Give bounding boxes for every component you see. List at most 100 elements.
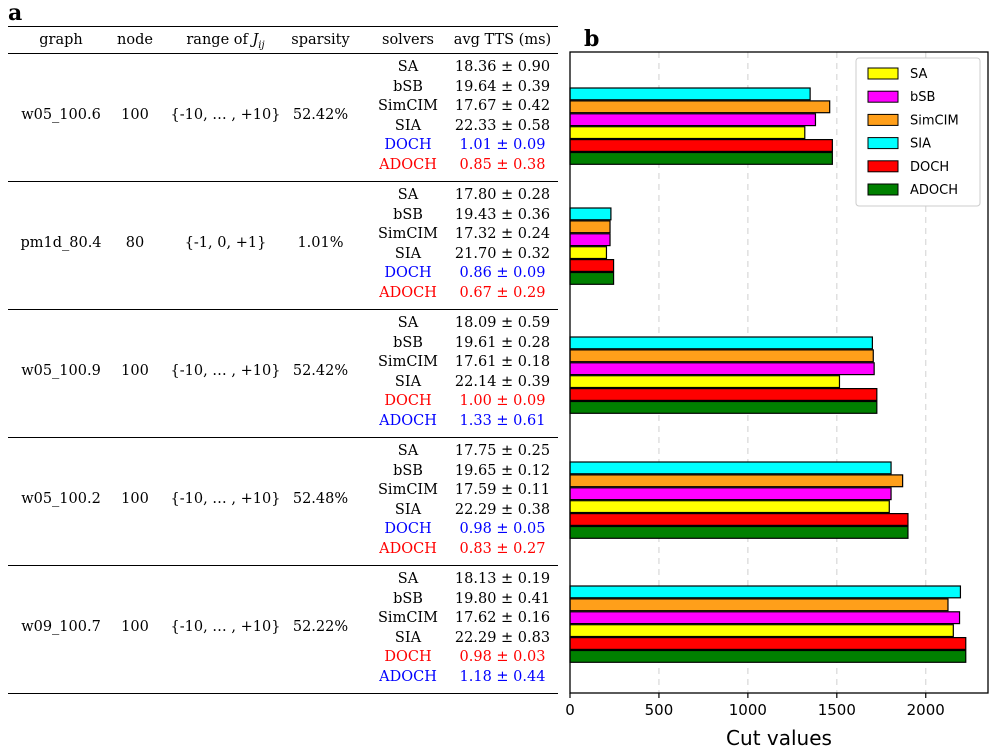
graph-name: w05_100.9 (21, 363, 101, 379)
sparsity-value: 52.22% (292, 619, 349, 635)
solver-name: SimCIM (378, 98, 438, 114)
tts-value: 17.67 ± 0.42 (454, 98, 551, 114)
tts-value: 0.83 ± 0.27 (459, 540, 546, 557)
cut-values-chart: 0 500 1000 1500 2000 Cut values SA bSB SimCIM SIA… (565, 51, 989, 750)
tts-value: 0.85 ± 0.38 (459, 156, 546, 173)
header-range-subscript: ij (258, 39, 265, 51)
legend-swatch-sa (867, 67, 899, 80)
legend-label-sa: SA (910, 67, 927, 82)
table-group: pm1d_80.4 80 {-1, 0, +1} 1.01% SA 17.80 ± 0.2… (8, 182, 558, 310)
solver-name: SimCIM (378, 226, 438, 242)
node-count: 100 (121, 619, 149, 635)
legend-swatch-adoch (867, 183, 899, 196)
solver-name: ADOCH (379, 412, 437, 429)
tts-value: 19.61 ± 0.28 (454, 334, 551, 351)
solver-name: SimCIM (378, 610, 438, 626)
tts-value: 17.59 ± 0.11 (454, 482, 551, 498)
solver-name: ADOCH (379, 284, 437, 301)
solver-name: DOCH (384, 521, 432, 537)
solver-name: SimCIM (378, 354, 438, 370)
tts-value: 22.29 ± 0.83 (454, 629, 551, 646)
tts-value: 19.65 ± 0.12 (454, 462, 551, 479)
tts-value: 1.18 ± 0.44 (459, 668, 546, 685)
header-solvers: solvers (382, 32, 434, 48)
bar-sa (569, 375, 841, 389)
tts-value: 1.33 ± 0.61 (459, 412, 546, 429)
bar-doch (569, 138, 833, 152)
tts-value: 18.36 ± 0.90 (454, 59, 551, 75)
solver-name: bSB (393, 206, 423, 223)
sparsity-value: 52.42% (292, 363, 349, 379)
solver-name: SA (397, 443, 419, 459)
solver-name: SIA (394, 629, 422, 646)
legend-swatch-doch (867, 160, 899, 173)
bar-adoch (569, 271, 615, 285)
x-tick-label: 500 (645, 701, 674, 719)
tts-value: 19.80 ± 0.41 (454, 590, 551, 607)
tts-value: 17.32 ± 0.24 (454, 226, 551, 242)
solver-name: SimCIM (378, 482, 438, 498)
header-range: range of Jij (163, 32, 288, 51)
tts-value: 22.14 ± 0.39 (454, 373, 551, 390)
solver-name: bSB (393, 590, 423, 607)
graph-name: pm1d_80.4 (20, 235, 102, 251)
weight-range: {-10, … , +10} (170, 363, 281, 379)
node-count: 80 (125, 235, 145, 251)
bar-sa (569, 246, 608, 260)
bar-sa (569, 624, 954, 638)
header-node: node (117, 32, 153, 48)
sparsity-value: 52.42% (292, 107, 349, 123)
bar-sia (569, 87, 811, 101)
solver-name: SA (397, 571, 419, 587)
bar-sia (569, 461, 892, 475)
bar-bsb (569, 113, 817, 127)
x-tick-label: 1500 (818, 701, 856, 719)
solver-name: DOCH (384, 393, 432, 409)
table-group: w09_100.7 100 {-10, … , +10} 52.22% SA 18.13 … (8, 566, 558, 694)
header-graph: graph (39, 32, 83, 48)
legend-swatch-sia (867, 137, 899, 150)
sparsity-value: 1.01% (297, 235, 344, 251)
solver-name: SIA (394, 117, 422, 134)
legend-swatch-bsb (867, 90, 899, 103)
bar-sia (569, 585, 962, 599)
legend-swatch-simcim (867, 113, 899, 126)
solver-name: SIA (394, 245, 422, 262)
graph-name: w09_100.7 (21, 619, 101, 635)
tts-value: 0.98 ± 0.03 (459, 649, 546, 665)
bar-simcim (569, 474, 904, 488)
node-count: 100 (121, 491, 149, 507)
solver-name: SA (397, 187, 419, 203)
tts-value: 17.80 ± 0.28 (454, 187, 551, 203)
bar-doch (569, 388, 878, 402)
bar-simcim (569, 220, 611, 234)
graph-name: w05_100.6 (21, 107, 101, 123)
bar-sa (569, 126, 806, 140)
tts-value: 18.09 ± 0.59 (454, 315, 551, 331)
solver-name: bSB (393, 462, 423, 479)
header-tts: avg TTS (ms) (453, 32, 552, 48)
weight-range: {-10, … , +10} (170, 619, 281, 635)
bar-bsb (569, 487, 892, 501)
legend-label-doch: DOCH (910, 160, 949, 175)
graph-name: w05_100.2 (21, 491, 101, 507)
table-body: w05_100.6 100 {-10, … , +10} 52.42% SA 18.36 … (8, 54, 558, 694)
weight-range: {-1, 0, +1} (184, 235, 267, 251)
tts-value: 0.98 ± 0.05 (459, 521, 546, 537)
tts-value: 0.86 ± 0.09 (459, 265, 546, 281)
bar-simcim (569, 100, 831, 114)
header-range-text: range of (186, 32, 253, 48)
solver-name: DOCH (384, 137, 432, 153)
solver-name: SIA (394, 501, 422, 518)
plot-frame (569, 51, 989, 694)
weight-range: {-10, … , +10} (170, 107, 281, 123)
table-group: w05_100.9 100 {-10, … , +10} 52.42% SA 18.09 … (8, 310, 558, 438)
solver-name: ADOCH (379, 540, 437, 557)
tts-value: 21.70 ± 0.32 (454, 245, 551, 262)
bar-sia (569, 207, 612, 221)
solver-name: bSB (393, 78, 423, 95)
panel-a-label: a (8, 0, 23, 26)
tts-value: 17.75 ± 0.25 (454, 443, 551, 459)
tts-value: 17.62 ± 0.16 (454, 610, 551, 626)
x-tick-label: 1000 (729, 701, 767, 719)
